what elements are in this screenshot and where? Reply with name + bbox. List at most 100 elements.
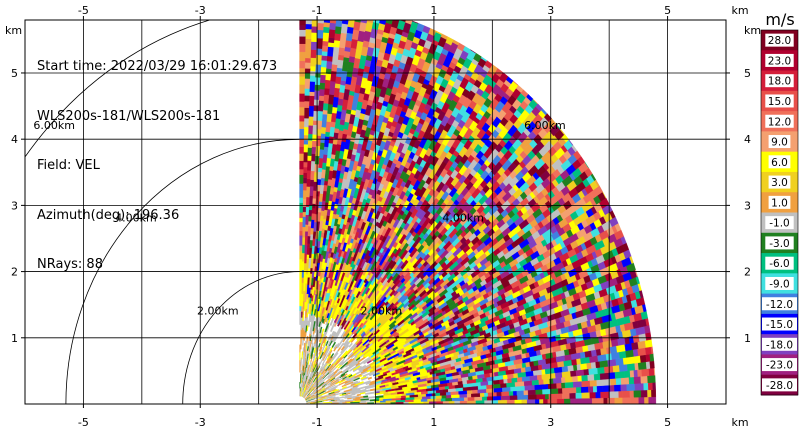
- velocity-cell: [493, 396, 501, 400]
- velocity-cell: [304, 127, 308, 135]
- velocity-cell: [328, 37, 334, 42]
- velocity-cell: [307, 147, 311, 155]
- velocity-cell: [308, 210, 311, 216]
- velocity-cell: [310, 66, 315, 71]
- velocity-cell: [304, 101, 309, 108]
- velocity-cell: [645, 339, 652, 347]
- velocity-cell: [558, 393, 562, 398]
- velocity-cell: [325, 132, 330, 137]
- velocity-cell: [324, 88, 329, 95]
- velocity-cell: [499, 379, 504, 384]
- velocity-cell: [548, 383, 557, 389]
- velocity-cell: [644, 325, 650, 333]
- velocity-cell: [300, 61, 305, 68]
- velocity-cell: [631, 342, 638, 350]
- velocity-cell: [597, 379, 603, 385]
- velocity-cell: [302, 253, 305, 262]
- velocity-cell: [593, 386, 597, 392]
- velocity-cell: [300, 93, 305, 101]
- velocity-cell: [654, 375, 655, 382]
- velocity-cell: [361, 9, 369, 19]
- velocity-cell: [310, 49, 316, 57]
- velocity-cell: [582, 392, 590, 398]
- velocity-cell: [319, 95, 324, 100]
- velocity-cell: [302, 227, 305, 238]
- velocity-cell: [616, 378, 621, 385]
- velocity-cell: [318, 106, 323, 111]
- velocity-cell: [301, 330, 302, 338]
- velocity-cell: [311, 42, 317, 50]
- colorbar-label: -18.0: [766, 339, 793, 351]
- colorbar-label: 12.0: [768, 116, 791, 128]
- x-tick-label-bottom: -3: [195, 416, 206, 429]
- x-unit-label-top: km: [731, 4, 748, 17]
- velocity-cell: [619, 364, 628, 371]
- velocity-cell: [641, 390, 647, 397]
- y-tick-label-right: 4: [744, 133, 751, 146]
- velocity-cell: [300, 374, 301, 379]
- velocity-cell: [302, 237, 305, 244]
- velocity-cell: [310, 171, 314, 180]
- velocity-cell: [467, 394, 471, 398]
- velocity-cell: [647, 390, 651, 397]
- velocity-cell: [300, 147, 304, 154]
- x-tick-label-top: 3: [547, 4, 554, 17]
- velocity-cell: [300, 139, 304, 146]
- velocity-cell: [308, 140, 312, 147]
- velocity-cell: [330, 14, 337, 24]
- velocity-cell: [301, 283, 303, 287]
- y-tick-label-left: 5: [11, 67, 18, 80]
- x-tick-label-top: -5: [78, 4, 89, 17]
- velocity-cell: [303, 173, 307, 178]
- velocity-cell: [316, 191, 320, 196]
- velocity-cell: [645, 332, 651, 340]
- velocity-cell: [301, 325, 302, 329]
- velocity-cell: [570, 398, 574, 404]
- velocity-cell: [308, 125, 313, 134]
- velocity-cell: [322, 51, 328, 56]
- velocity-cell: [637, 369, 642, 376]
- velocity-cell: [346, 33, 353, 42]
- velocity-cell: [310, 58, 316, 67]
- colorbar-label: 15.0: [768, 96, 791, 108]
- velocity-cell: [300, 169, 304, 175]
- velocity-cell: [594, 374, 600, 381]
- velocity-cell: [319, 83, 324, 90]
- range-ring-label: 2.00km: [197, 304, 239, 317]
- velocity-cell: [387, 13, 394, 19]
- velocity-cell: [570, 393, 576, 399]
- velocity-cell: [362, 7, 369, 11]
- velocity-cell: [497, 392, 502, 396]
- velocity-cell: [522, 399, 527, 404]
- velocity-cell: [652, 397, 656, 404]
- colorbar-label: 1.0: [771, 197, 788, 209]
- velocity-cell: [644, 397, 648, 404]
- velocity-cell: [343, 7, 350, 15]
- velocity-cell: [300, 352, 301, 360]
- velocity-cell: [312, 198, 316, 204]
- velocity-cell: [312, 141, 316, 147]
- velocity-cell: [325, 80, 331, 89]
- velocity-cell: [542, 389, 550, 394]
- velocity-cell: [580, 363, 587, 370]
- velocity-cell: [300, 277, 302, 285]
- velocity-cell: [300, 107, 305, 115]
- velocity-cell: [535, 399, 539, 404]
- velocity-cell: [467, 400, 476, 404]
- velocity-cell: [542, 384, 548, 389]
- velocity-cell: [323, 27, 329, 33]
- velocity-cell: [305, 24, 311, 29]
- y-tick-label-left: 4: [11, 133, 18, 146]
- velocity-cell: [527, 399, 535, 404]
- velocity-cell: [446, 395, 451, 398]
- velocity-cell: [621, 377, 629, 384]
- velocity-cell: [300, 218, 303, 222]
- velocity-cell: [336, 12, 343, 20]
- y-unit-label-left: km: [5, 24, 22, 37]
- velocity-cell: [303, 212, 306, 217]
- velocity-cell: [300, 212, 303, 217]
- velocity-cell: [309, 81, 314, 91]
- colorbar-label: 23.0: [768, 55, 791, 67]
- velocity-cell: [300, 320, 301, 325]
- range-ring-label: 4.00km: [442, 212, 484, 225]
